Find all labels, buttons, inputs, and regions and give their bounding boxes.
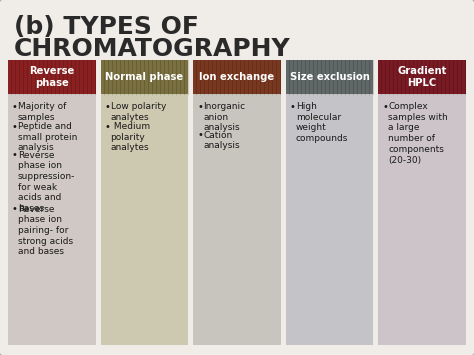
- Text: •: •: [105, 102, 110, 112]
- Text: CHROMATOGRAPHY: CHROMATOGRAPHY: [14, 37, 291, 61]
- Bar: [193, 60, 281, 94]
- Bar: [8, 60, 96, 94]
- Text: Complex
samples with
a large
number of
components
(20-30): Complex samples with a large number of c…: [388, 102, 448, 165]
- Text: High
molecular
weight
compounds: High molecular weight compounds: [296, 102, 348, 143]
- Bar: [286, 60, 374, 94]
- Text: •: •: [12, 102, 18, 112]
- Text: Inorganic
anion
analysis: Inorganic anion analysis: [203, 102, 246, 132]
- Text: Low polarity
analytes: Low polarity analytes: [110, 102, 166, 122]
- Text: •: •: [12, 151, 18, 160]
- Text: •: •: [197, 131, 203, 141]
- Text: Medium
polarity
analytes: Medium polarity analytes: [110, 122, 150, 153]
- Text: Ion exchange: Ion exchange: [200, 72, 274, 82]
- Bar: [193, 94, 281, 345]
- Text: Majority of
samples: Majority of samples: [18, 102, 66, 122]
- Bar: [100, 60, 188, 94]
- Text: •: •: [12, 204, 18, 214]
- Text: •: •: [383, 102, 388, 112]
- Text: •: •: [290, 102, 296, 112]
- Text: Reverse
phase: Reverse phase: [29, 66, 74, 88]
- Bar: [8, 94, 96, 345]
- Text: •: •: [105, 122, 110, 132]
- Bar: [286, 94, 374, 345]
- Text: Cation
analysis: Cation analysis: [203, 131, 240, 150]
- Bar: [100, 94, 188, 345]
- Text: Peptide and
small protein
analysis: Peptide and small protein analysis: [18, 122, 77, 153]
- Bar: [378, 60, 466, 94]
- Text: •: •: [197, 102, 203, 112]
- Text: Reverse
phase ion
pairing- for
strong acids
and bases: Reverse phase ion pairing- for strong ac…: [18, 204, 73, 257]
- Text: Size exclusion: Size exclusion: [290, 72, 370, 82]
- Text: •: •: [12, 122, 18, 132]
- Text: Normal phase: Normal phase: [105, 72, 183, 82]
- Text: (b) TYPES OF: (b) TYPES OF: [14, 15, 199, 39]
- Text: Reverse
phase ion
suppression-
for weak
acids and
bases: Reverse phase ion suppression- for weak …: [18, 151, 75, 213]
- Text: Gradient
HPLC: Gradient HPLC: [398, 66, 447, 88]
- Bar: [378, 94, 466, 345]
